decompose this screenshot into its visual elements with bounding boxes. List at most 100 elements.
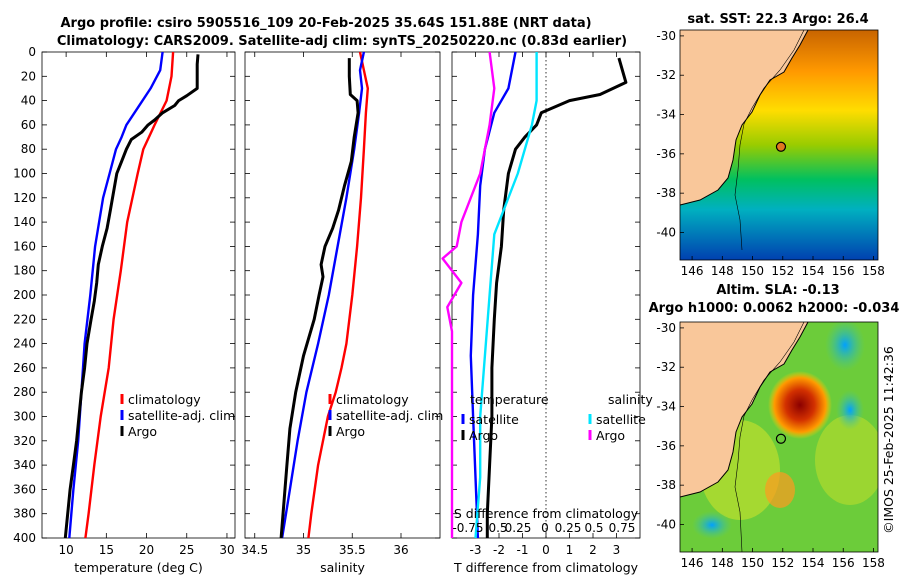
y-tick-label: 180 <box>13 264 36 278</box>
y-tick-label: 200 <box>13 288 36 302</box>
lon-tick-label: 158 <box>862 556 885 570</box>
lon-tick-label: 154 <box>802 556 825 570</box>
y-tick-label: 140 <box>13 215 36 229</box>
salinity-profile-panel: 34.5 35 35.5 36 salinity climatologysatellite… <box>241 51 443 575</box>
axes-frame <box>244 51 441 539</box>
sst-map-axes: 146 148 150 152 154 156 158 -30 -32 -34 -36 -38 -40 <box>656 29 885 278</box>
y-tick-label: 380 <box>13 507 36 521</box>
x-axis-top-label: S difference from climatology <box>454 506 639 521</box>
x-axis-label: T difference from climatology <box>453 560 639 575</box>
y-tick-label: 260 <box>13 361 36 375</box>
lon-tick-label: 146 <box>681 264 704 278</box>
y-tick-label: 300 <box>13 410 36 424</box>
x-tick-label: 0 <box>542 543 550 557</box>
lon-tick-label: 152 <box>771 264 794 278</box>
x-axis-label: temperature (deg C) <box>74 560 203 575</box>
isobath <box>734 30 805 251</box>
figure-title-line2: Climatology: CARS2009. Satellite-adj cli… <box>57 34 627 49</box>
lat-tick-label: -38 <box>656 186 676 200</box>
isobath <box>734 322 805 552</box>
legend-entry: Argo <box>469 428 498 443</box>
lon-tick-label: 146 <box>681 556 704 570</box>
series-line-salinity-argo <box>441 51 496 538</box>
legend-title-temperature: temperature <box>470 392 549 407</box>
x-tick-label: 36 <box>393 543 408 557</box>
y-tick-label: 400 <box>13 531 36 545</box>
y-tick-label: 280 <box>13 385 36 399</box>
x-tick-label: 30 <box>219 543 234 557</box>
lon-tick-label: 148 <box>711 264 734 278</box>
lon-tick-label: 152 <box>771 556 794 570</box>
legend-title-salinity: salinity <box>608 392 653 407</box>
sst-map-frame <box>679 29 879 261</box>
lon-tick-label: 154 <box>802 264 825 278</box>
argo-position-marker <box>775 433 787 444</box>
x-top-tick-label: 0.25 <box>555 521 582 535</box>
x-tick-label: 10 <box>58 543 73 557</box>
series-line-argo <box>279 58 360 539</box>
x-tick-label: 2 <box>589 543 597 557</box>
figure-title-line1: Argo profile: csiro 5905516_109 20-Feb-2… <box>60 16 591 31</box>
sla-map-subtitle: Argo h1000: 0.0062 h2000: -0.034 <box>649 301 900 316</box>
x-tick-label: 20 <box>139 543 154 557</box>
lon-tick-label: 150 <box>741 264 764 278</box>
y-tick-label: 60 <box>21 118 36 132</box>
sst-map: sat. SST: 22.3 Argo: 26.4 146 148 150 152 15… <box>656 12 885 278</box>
x-top-tick-label: 0.75 <box>609 521 636 535</box>
legend-entry: Argo <box>336 424 365 439</box>
series-line-satellite-adj.-clim <box>280 51 366 539</box>
lat-tick-label: -30 <box>656 29 676 43</box>
axes-frame <box>41 51 236 539</box>
lon-tick-label: 156 <box>832 556 855 570</box>
y-tick-label: 220 <box>13 312 36 326</box>
sst-map-title: sat. SST: 22.3 Argo: 26.4 <box>687 12 868 27</box>
lat-tick-label: -34 <box>656 400 676 414</box>
x-tick-label: 25 <box>179 543 194 557</box>
y-tick-label: 0 <box>28 45 36 59</box>
y-tick-label: 80 <box>21 142 36 156</box>
x-top-tick-label: -0.75 <box>452 521 483 535</box>
series-line-salinity-satellite <box>474 52 538 539</box>
x-top-tick-label: 0.5 <box>488 521 507 535</box>
lon-tick-label: 156 <box>832 264 855 278</box>
lon-tick-label: 150 <box>741 556 764 570</box>
y-tick-label: 340 <box>13 458 36 472</box>
sla-map-axes: 146 148 150 152 154 156 158 -30 -32 -34 -36 -38 -40 <box>656 321 885 570</box>
x-tick-label: 1 <box>566 543 574 557</box>
land-mass <box>680 322 808 497</box>
lat-tick-label: -32 <box>656 360 676 374</box>
lat-tick-label: -36 <box>656 439 676 453</box>
y-tick-label: 240 <box>13 337 36 351</box>
sla-map: Altim. SLA: -0.13 Argo h1000: 0.0062 h20… <box>649 283 900 570</box>
x-top-tick-label: 0.25 <box>505 521 532 535</box>
legend-entry: Argo <box>596 428 625 443</box>
x-tick-label: 35 <box>296 543 311 557</box>
temperature-profile-panel: 10 15 20 25 30 temperature (deg C) 0 20 40 60 80 10… <box>13 45 236 575</box>
series-line-temperature-satellite <box>469 51 517 539</box>
x-tick-label: 35.5 <box>339 543 366 557</box>
y-tick-label: 320 <box>13 434 36 448</box>
x-top-tick-label: 0 <box>541 521 549 535</box>
y-tick-label: 100 <box>13 167 36 181</box>
lat-tick-label: -36 <box>656 147 676 161</box>
y-tick-label: 160 <box>13 239 36 253</box>
series-line-argo <box>63 54 200 539</box>
y-tick-label: 360 <box>13 482 36 496</box>
x-tick-label: 3 <box>613 543 621 557</box>
lat-tick-label: -40 <box>656 517 676 531</box>
copyright-timestamp: ©IMOS 25-Feb-2025 11:42:36 <box>881 346 896 534</box>
legend-entry: Argo <box>128 424 157 439</box>
lat-tick-label: -34 <box>656 108 676 122</box>
x-tick-label: -3 <box>470 543 482 557</box>
y-tick-label: 20 <box>21 69 36 83</box>
lon-tick-label: 158 <box>862 264 885 278</box>
x-tick-label: -2 <box>493 543 505 557</box>
legend-entry: satellite-adj. clim <box>128 408 235 423</box>
sla-map-frame <box>679 321 879 553</box>
x-top-tick-label: 0.5 <box>584 521 603 535</box>
series-line-climatology <box>84 51 175 539</box>
land-mass <box>680 30 808 205</box>
legend-entry: climatology <box>336 392 409 407</box>
series-line-temperature-argo <box>485 57 628 538</box>
